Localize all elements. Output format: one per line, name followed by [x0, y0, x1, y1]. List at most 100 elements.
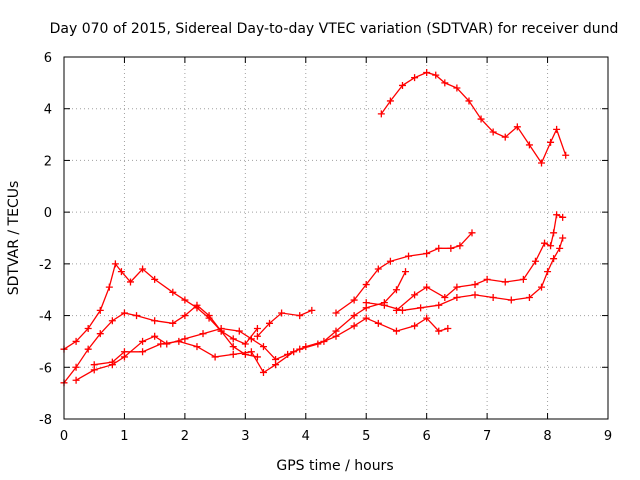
- data-point: [272, 361, 280, 369]
- data-point: [377, 110, 385, 118]
- y-axis-label: SDTVAR / TECUs: [6, 181, 22, 296]
- y-tick-label: 4: [44, 103, 52, 118]
- data-point: [380, 301, 388, 309]
- data-point: [175, 337, 183, 345]
- chart-title: Day 070 of 2015, Sidereal Day-to-day VTE…: [50, 21, 619, 37]
- data-point: [556, 244, 564, 252]
- data-point: [350, 312, 358, 320]
- data-point: [72, 337, 80, 345]
- series-sat-b: [60, 260, 261, 353]
- data-point: [547, 138, 555, 146]
- series-sat-a: [377, 69, 570, 167]
- data-point: [96, 330, 104, 338]
- data-point: [489, 293, 497, 301]
- series-sat-e: [90, 268, 410, 376]
- data-point: [133, 312, 141, 320]
- data-point: [471, 281, 479, 289]
- data-point: [181, 335, 189, 343]
- data-point: [308, 306, 316, 314]
- data-point: [350, 296, 358, 304]
- data-series: [60, 69, 570, 387]
- data-point: [465, 97, 473, 105]
- x-tick-label: 5: [362, 429, 370, 444]
- data-point: [235, 327, 243, 335]
- data-point: [157, 340, 165, 348]
- data-point: [453, 293, 461, 301]
- data-point: [550, 255, 558, 263]
- data-point: [553, 125, 561, 133]
- data-point: [441, 293, 449, 301]
- series-sat-g: [332, 229, 476, 317]
- data-point: [332, 309, 340, 317]
- data-point: [435, 244, 443, 252]
- data-point: [199, 330, 207, 338]
- data-point: [290, 348, 298, 356]
- data-point: [402, 268, 410, 276]
- x-axis-label: GPS time / hours: [276, 458, 393, 474]
- data-point: [525, 141, 533, 149]
- data-point: [392, 286, 400, 294]
- data-point: [266, 319, 274, 327]
- data-point: [423, 283, 431, 291]
- data-point: [105, 283, 113, 291]
- data-point: [362, 281, 370, 289]
- data-point: [72, 376, 80, 384]
- y-axis-ticks: 6 4 2 0 -2 -4 -6 -8: [39, 51, 608, 428]
- data-point: [181, 312, 189, 320]
- data-point: [111, 260, 119, 268]
- data-point: [362, 299, 370, 307]
- data-point: [217, 325, 225, 332]
- series-sat-f: [253, 306, 316, 340]
- data-point: [108, 317, 116, 325]
- data-point: [513, 123, 521, 131]
- data-point: [139, 265, 147, 273]
- data-point: [501, 278, 509, 286]
- data-point: [320, 337, 328, 345]
- data-point: [362, 314, 370, 322]
- data-point: [229, 335, 237, 343]
- data-point: [519, 275, 527, 283]
- series-line: [94, 271, 407, 374]
- y-tick-label: -6: [39, 361, 52, 376]
- data-point: [477, 115, 485, 123]
- data-point: [96, 306, 104, 314]
- data-point: [553, 211, 561, 219]
- data-point: [398, 81, 406, 89]
- y-tick-label: 0: [44, 206, 52, 221]
- data-point: [90, 361, 98, 369]
- data-point: [139, 348, 147, 356]
- y-tick-label: -4: [39, 310, 52, 325]
- data-point: [205, 312, 213, 320]
- x-tick-label: 2: [181, 429, 189, 444]
- data-point: [151, 332, 159, 340]
- data-point: [423, 250, 431, 258]
- data-point: [468, 229, 476, 237]
- y-tick-label: -8: [39, 413, 52, 428]
- data-point: [247, 335, 255, 343]
- data-point: [550, 229, 558, 237]
- data-point: [139, 337, 147, 345]
- x-tick-label: 9: [604, 429, 612, 444]
- grid: [64, 57, 608, 419]
- x-tick-label: 7: [483, 429, 491, 444]
- x-tick-label: 6: [423, 429, 431, 444]
- data-point: [259, 368, 267, 376]
- data-point: [411, 291, 419, 299]
- data-point: [423, 314, 431, 322]
- data-point: [253, 325, 261, 332]
- x-axis-ticks: 0 1 2 3 4 5 6 7 8 9: [60, 57, 612, 444]
- data-point: [253, 332, 261, 340]
- data-point: [538, 159, 546, 167]
- data-point: [559, 234, 567, 242]
- data-point: [559, 213, 567, 221]
- series-sat-h: [362, 234, 567, 314]
- data-point: [432, 71, 440, 79]
- data-point: [501, 133, 509, 141]
- x-tick-label: 3: [241, 429, 249, 444]
- data-point: [411, 74, 419, 82]
- data-point: [350, 322, 358, 330]
- data-point: [435, 301, 443, 309]
- data-point: [374, 265, 382, 273]
- data-point: [538, 283, 546, 291]
